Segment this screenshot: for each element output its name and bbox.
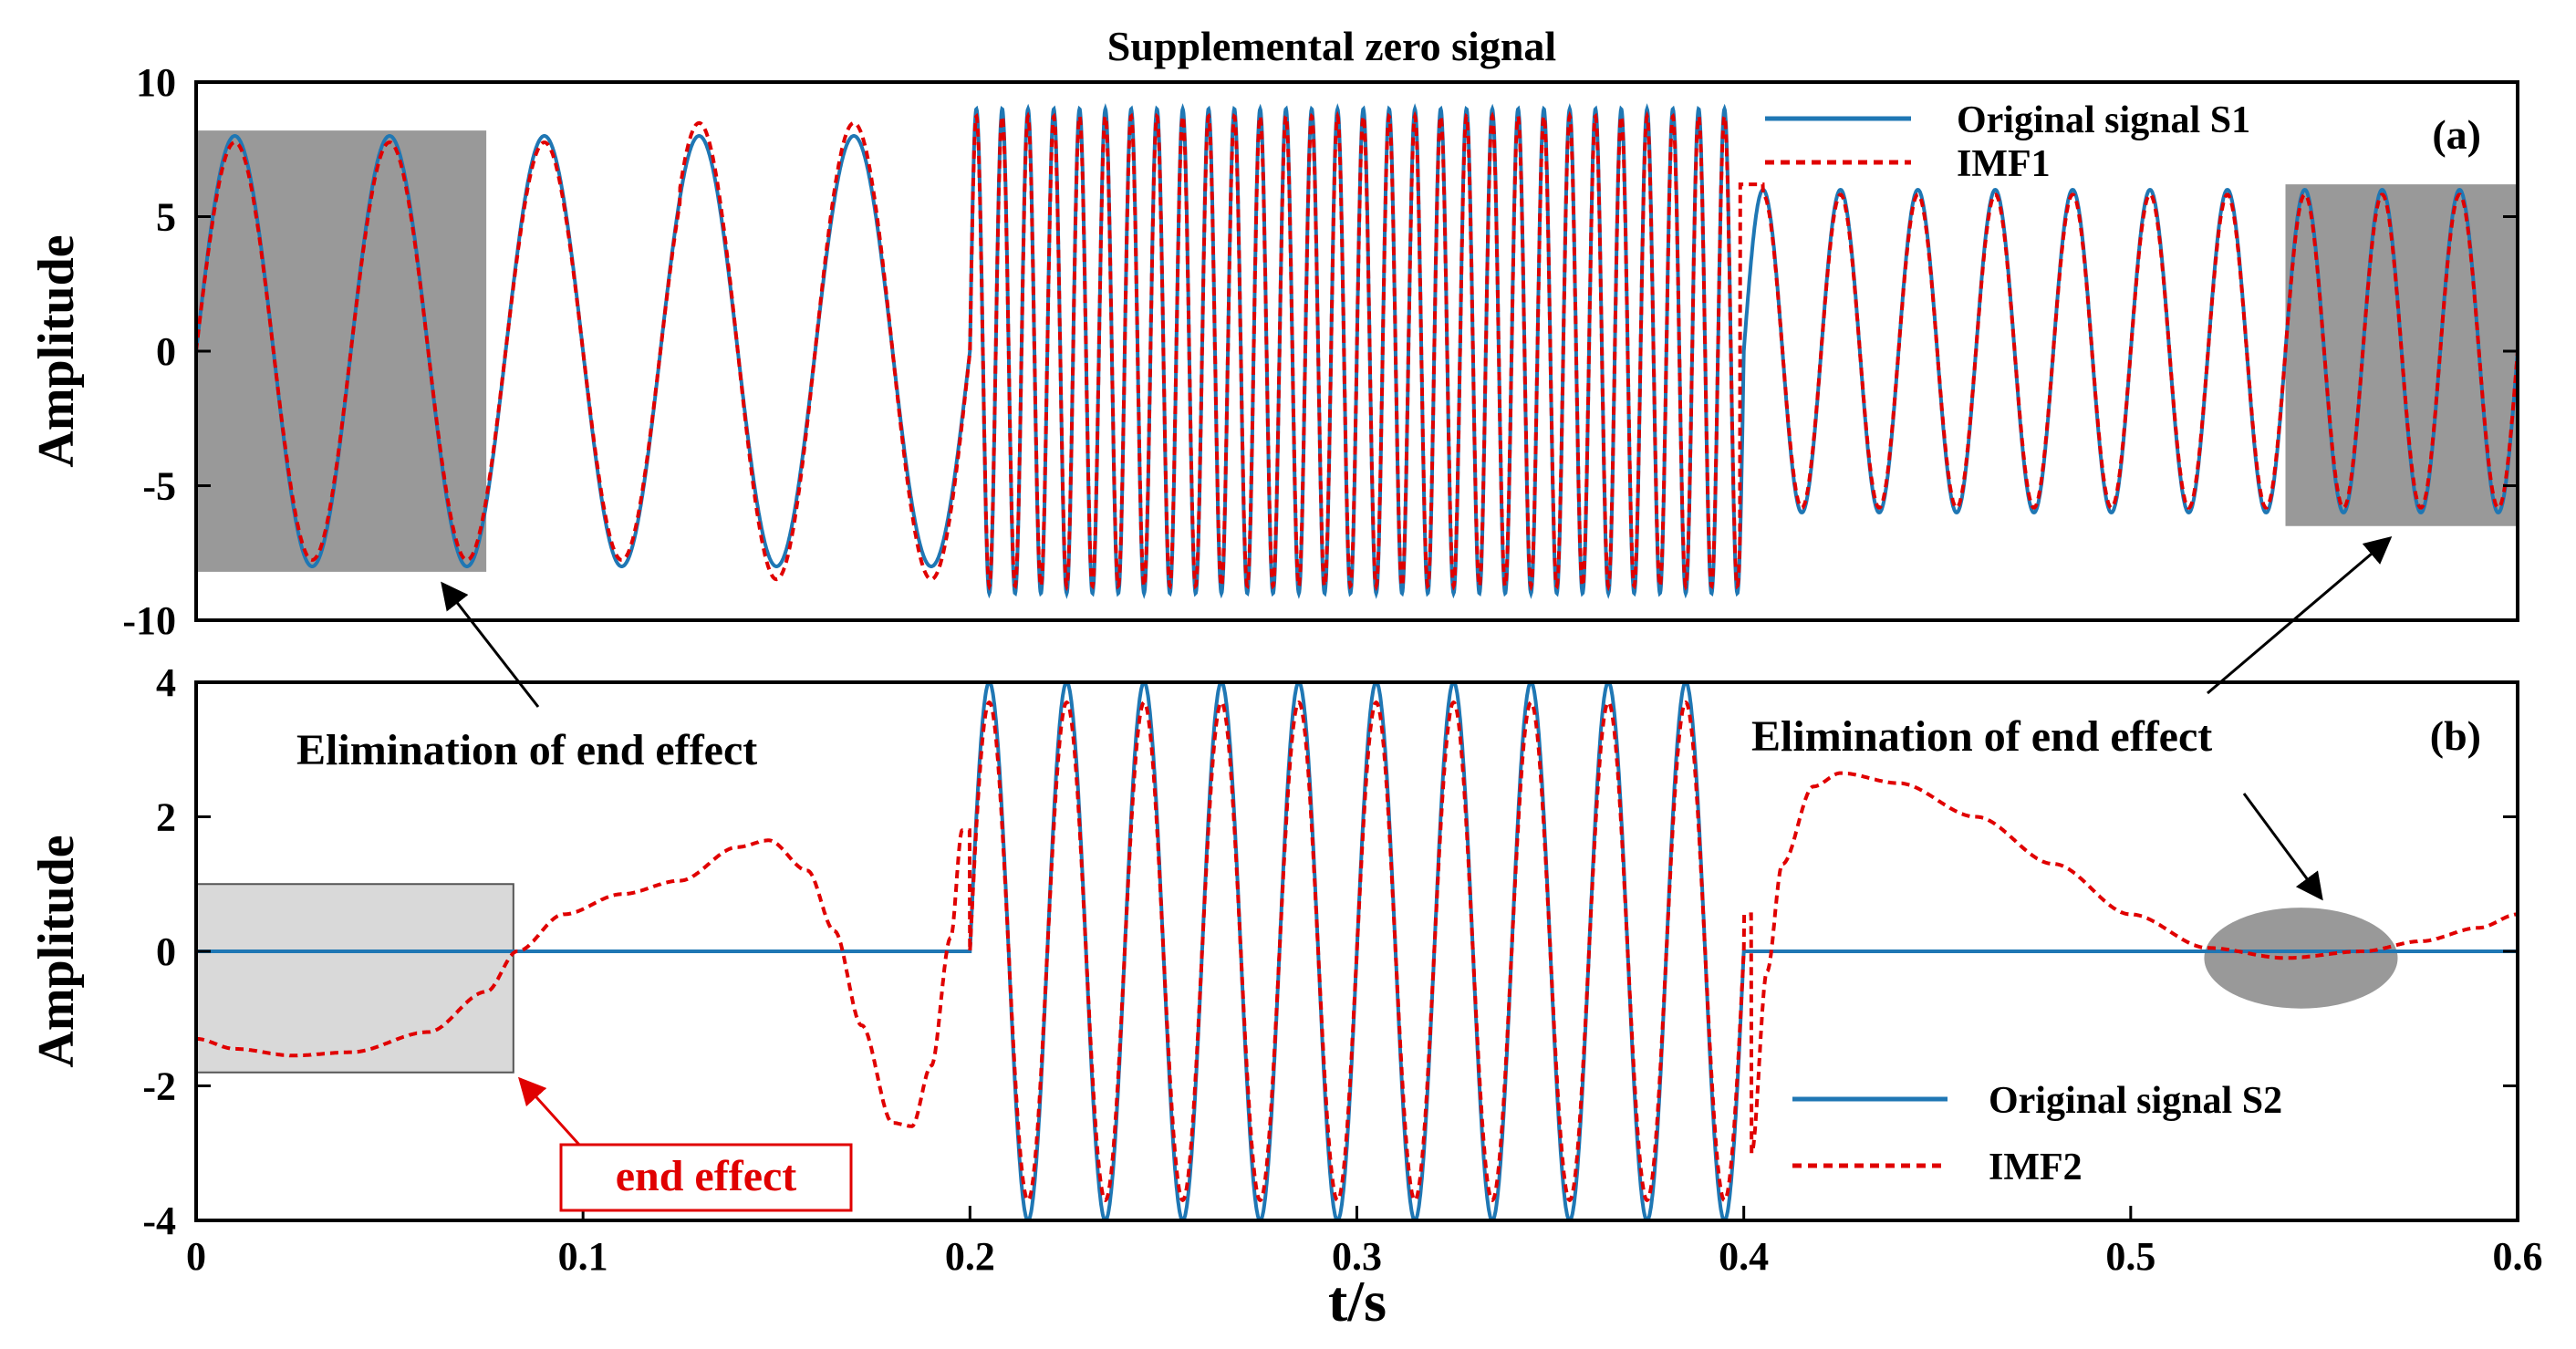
panel-b-ylabel: Amplitude bbox=[28, 835, 85, 1067]
panel-b-xtick-label: 0.3 bbox=[1332, 1234, 1382, 1279]
panel-a-ytick-label: 10 bbox=[136, 60, 176, 105]
panel-b-xtick-label: 0.5 bbox=[2105, 1234, 2155, 1279]
panel-b-ellipse-highlight bbox=[2204, 908, 2398, 1009]
panel-a-label: (a) bbox=[2432, 111, 2481, 158]
arrow-end-effect bbox=[517, 1076, 581, 1147]
arrow-elimination-left bbox=[441, 581, 540, 708]
annotation-end-effect: end effect bbox=[616, 1152, 797, 1200]
panel-b-ytick-label: 0 bbox=[156, 929, 176, 974]
legend-b-s2-label: Original signal S2 bbox=[1989, 1080, 2282, 1122]
legend-b: Original signal S2 IMF2 bbox=[1792, 1080, 2282, 1188]
annotation-elimination-left: Elimination of end effect bbox=[296, 726, 757, 774]
panel-b-shaded-region-1 bbox=[195, 883, 514, 1074]
panel-b-xtick-label: 0.2 bbox=[945, 1234, 995, 1279]
annotations: Elimination of end effect Elimination of… bbox=[296, 536, 2393, 1212]
panel-b: 4 2 0 -2 -4 0 0.1 0.2 0.3 0.4 0.5 0.6 Amplitude t/… bbox=[28, 660, 2543, 1333]
panel-b-xtick-label: 0 bbox=[186, 1234, 206, 1279]
panel-b-xtick-label: 0.4 bbox=[1719, 1234, 1769, 1279]
legend-b-imf2-label: IMF2 bbox=[1989, 1147, 2083, 1188]
panel-a-ytick-label: 5 bbox=[156, 195, 176, 240]
panel-b-ytick-label: -4 bbox=[142, 1199, 176, 1243]
legend-a-s1-label: Original signal S1 bbox=[1957, 99, 2250, 141]
panel-a-series-imf1-line bbox=[194, 110, 2519, 592]
legend-a: Original signal S1 IMF1 bbox=[1765, 99, 2250, 185]
panel-b-series-s2-line bbox=[196, 680, 2518, 1223]
arrow-elimination-right-up bbox=[2207, 536, 2393, 695]
arrow-elimination-right-down bbox=[2242, 793, 2323, 901]
legend-a-imf1-label: IMF1 bbox=[1957, 143, 2051, 185]
panel-b-xtick-label: 0.6 bbox=[2493, 1234, 2543, 1279]
chart-title: Supplemental zero signal bbox=[1107, 23, 1556, 69]
panel-b-ytick-label: 2 bbox=[156, 795, 176, 840]
panel-b-label: (b) bbox=[2430, 712, 2481, 759]
panel-b-series-imf2-line bbox=[196, 700, 2519, 1203]
panel-a-shaded-region-1 bbox=[196, 130, 487, 572]
panel-b-xtick-label: 0.1 bbox=[558, 1234, 608, 1279]
panel-b-ytick-label: -2 bbox=[142, 1064, 176, 1109]
annotation-elimination-right: Elimination of end effect bbox=[1751, 712, 2212, 761]
x-axis-label: t/s bbox=[1328, 1269, 1387, 1333]
panel-a-ylabel: Amplitude bbox=[28, 234, 85, 467]
panel-a-ytick-label: 0 bbox=[156, 329, 176, 374]
panel-a-ytick-label: -10 bbox=[122, 598, 176, 643]
end-effect-box bbox=[559, 1143, 853, 1212]
panel-a: 10 5 0 -5 -10 Supplemental zero signal Ampli… bbox=[28, 23, 2519, 643]
panel-b-ytick-label: 4 bbox=[156, 660, 176, 705]
panel-a-ytick-label: -5 bbox=[142, 464, 176, 509]
